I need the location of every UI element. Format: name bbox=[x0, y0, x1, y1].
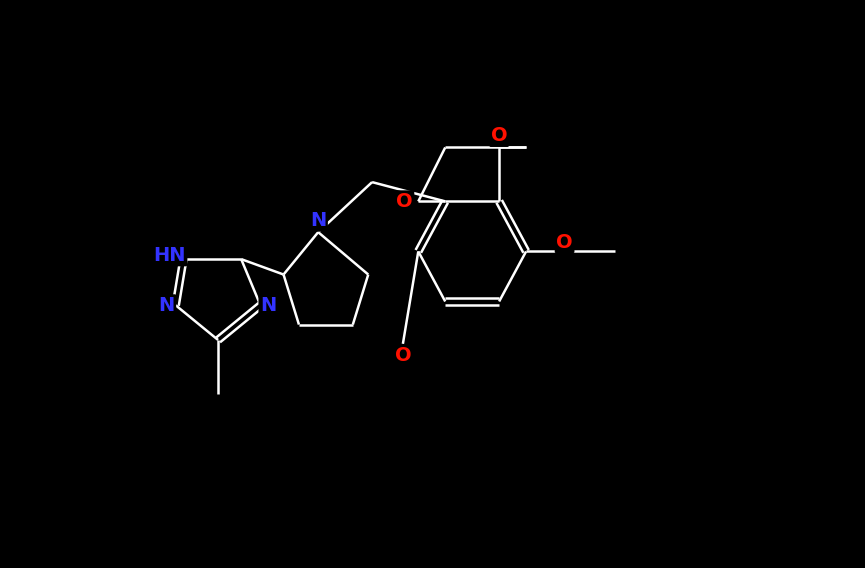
Text: O: O bbox=[394, 346, 411, 365]
Text: HN: HN bbox=[153, 246, 186, 265]
Text: O: O bbox=[396, 192, 413, 211]
Text: N: N bbox=[310, 211, 326, 230]
Text: N: N bbox=[158, 296, 175, 315]
Text: O: O bbox=[556, 233, 573, 252]
Text: N: N bbox=[260, 296, 276, 315]
Text: O: O bbox=[490, 127, 508, 145]
